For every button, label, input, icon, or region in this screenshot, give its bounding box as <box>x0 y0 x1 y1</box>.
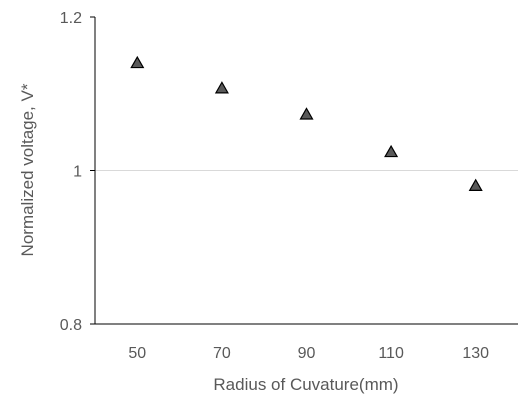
x-tick-label: 130 <box>462 345 489 362</box>
x-axis-title: Radius of Cuvature(mm) <box>213 375 398 394</box>
x-tick-label: 110 <box>378 345 404 362</box>
x-tick-label: 70 <box>213 345 231 362</box>
data-point <box>299 107 314 120</box>
data-points <box>130 55 483 191</box>
data-point <box>468 178 483 191</box>
y-tick-label: 0.8 <box>60 317 82 334</box>
data-point <box>130 55 145 69</box>
data-point <box>384 144 399 158</box>
y-tick-label: 1 <box>73 164 82 181</box>
y-tick-label: 1.2 <box>60 10 82 27</box>
y-axis-title: Normalized voltage, V* <box>18 83 37 256</box>
axes <box>90 16 518 325</box>
x-tick-label: 90 <box>298 345 316 362</box>
x-tick-label: 50 <box>128 345 146 362</box>
data-point <box>214 81 229 94</box>
tick-labels: 0.8 1 1.2 50 70 90 110 130 <box>60 10 489 362</box>
